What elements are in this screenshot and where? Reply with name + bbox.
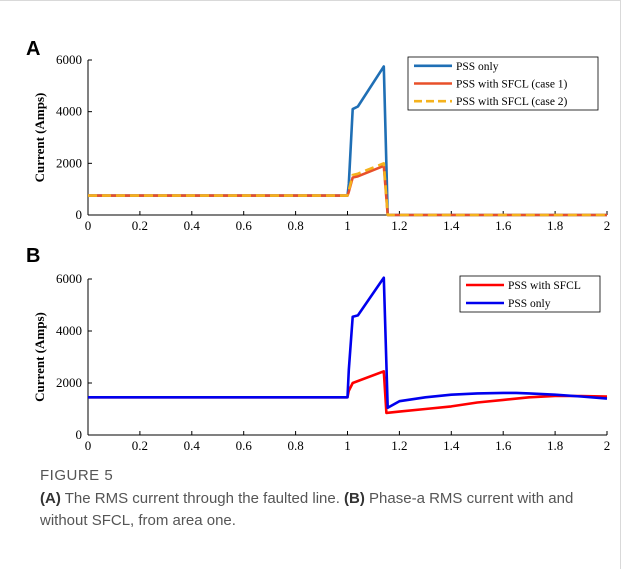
x-tick-label: 1 bbox=[344, 218, 351, 233]
figure-label: FIGURE 5 bbox=[40, 467, 114, 484]
series-line-1 bbox=[88, 369, 608, 415]
y-tick-label: 2000 bbox=[56, 155, 82, 170]
caption-part-a-label: (A) bbox=[40, 490, 61, 507]
legend-label: PSS with SFCL bbox=[508, 280, 581, 292]
series-line-2 bbox=[88, 276, 608, 410]
legend-label: PSS with SFCL (case 2) bbox=[456, 96, 568, 108]
y-tick-label: 4000 bbox=[56, 104, 82, 119]
panel-label: A bbox=[26, 38, 40, 60]
x-tick-label: 0.4 bbox=[184, 438, 201, 453]
caption-part-b-text: Phase-a RMS current with and without SFC… bbox=[40, 490, 574, 529]
series-line-3 bbox=[88, 162, 607, 217]
x-tick-label: 2 bbox=[604, 218, 611, 233]
figure-caption: FIGURE 5 (A) The RMS current through the… bbox=[40, 467, 600, 532]
x-tick-label: 0 bbox=[85, 218, 92, 233]
x-tick-label: 1.4 bbox=[443, 218, 460, 233]
legend-box bbox=[459, 275, 601, 313]
x-tick-label: 0.8 bbox=[287, 438, 303, 453]
x-tick-label: 1.6 bbox=[495, 218, 512, 233]
y-tick-label: 6000 bbox=[56, 271, 82, 286]
x-tick-label: 0 bbox=[85, 438, 92, 453]
y-tick-label: 0 bbox=[76, 207, 83, 222]
x-tick-label: 0.2 bbox=[132, 438, 148, 453]
x-tick-label: 0.8 bbox=[287, 218, 303, 233]
x-tick-label: 1 bbox=[344, 438, 351, 453]
legend-label: PSS only bbox=[508, 298, 551, 310]
x-tick-label: 0.4 bbox=[184, 218, 201, 233]
caption-part-a-text: The RMS current through the faulted line… bbox=[60, 490, 345, 507]
x-tick-label: 1.2 bbox=[391, 438, 407, 453]
x-tick-label: 1.8 bbox=[547, 438, 563, 453]
y-tick-label: 2000 bbox=[56, 375, 82, 390]
y-tick-label: 0 bbox=[76, 427, 83, 442]
x-tick-label: 1.6 bbox=[495, 438, 512, 453]
chart-panel-b: B 0 0.2 0.4 0.6 0.8 1 1.2 1.4 1.6 1.8 2 0 2000 4000 600… bbox=[26, 245, 610, 453]
x-tick-label: 0.2 bbox=[132, 218, 148, 233]
legend-label: PSS only bbox=[456, 61, 499, 73]
x-tick-label: 1.8 bbox=[547, 218, 563, 233]
y-tick-label: 4000 bbox=[56, 323, 82, 338]
figure-caption-text: (A) The RMS current through the faulted … bbox=[40, 488, 600, 532]
legend-label: PSS with SFCL (case 1) bbox=[456, 79, 568, 91]
panel-label: B bbox=[26, 245, 40, 267]
x-tick-label: 1.2 bbox=[391, 218, 407, 233]
x-tick-label: 0.6 bbox=[236, 218, 253, 233]
x-tick-label: 2 bbox=[604, 438, 611, 453]
y-axis-label: Current (Amps) bbox=[32, 93, 47, 183]
caption-part-b-label: (B) bbox=[344, 490, 365, 507]
y-tick-label: 6000 bbox=[56, 52, 82, 67]
x-tick-label: 0.6 bbox=[236, 438, 253, 453]
y-axis-label: Current (Amps) bbox=[32, 312, 47, 402]
chart-panel-a: A 0 0.2 0.4 0.6 0.8 1 1.2 1.4 1.6 1.8 2 0 2000 4000 600… bbox=[26, 38, 610, 233]
x-tick-label: 1.4 bbox=[443, 438, 460, 453]
figure-charts: A 0 0.2 0.4 0.6 0.8 1 1.2 1.4 1.6 1.8 2 0 2000 4000 600… bbox=[26, 38, 610, 453]
